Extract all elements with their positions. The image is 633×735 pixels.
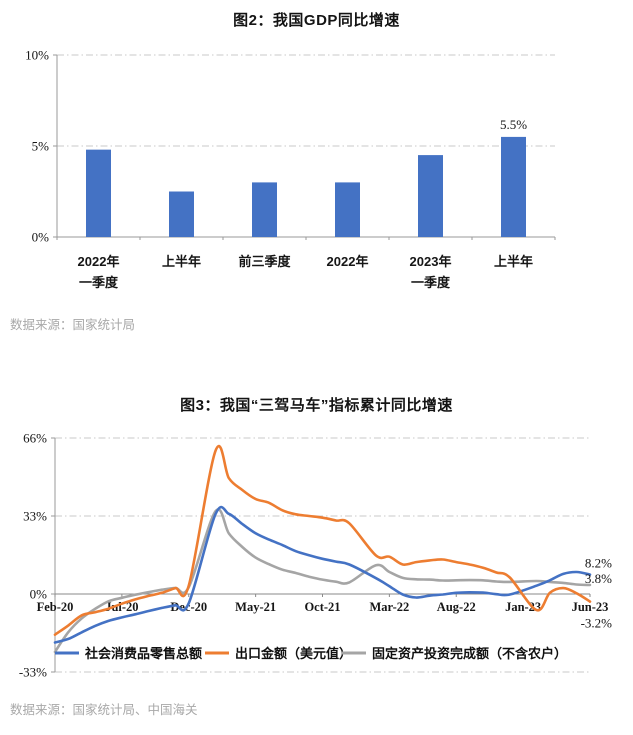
legend-label: 社会消费品零售总额 (84, 646, 202, 661)
gdp-bar (335, 182, 360, 237)
figure2-source: 数据来源：国家统计局 (10, 318, 136, 332)
line-xtick-label: Jun-23 (572, 600, 609, 614)
line-ytick-label: 66% (23, 431, 47, 446)
line-xtick-label: Oct-21 (304, 600, 340, 614)
bar-category-label: 上半年 (494, 254, 533, 269)
line-ytick-label: 0% (30, 587, 48, 602)
series-line-1 (53, 444, 592, 636)
line-ytick-label: 33% (23, 509, 47, 524)
line-xtick-label: Feb-20 (37, 600, 74, 614)
legend-label: 固定资产投资完成额（不含农户） (372, 646, 567, 661)
figure2-title: 图2：我国GDP同比增速 (233, 12, 400, 29)
bar-category-label: 一季度 (411, 275, 451, 290)
line-xtick-label: Jan-23 (505, 600, 541, 614)
bar-category-label: 前三季度 (238, 254, 291, 269)
bar-value-label: 5.5% (500, 117, 527, 132)
series-end-label: 8.2% (585, 556, 612, 571)
line-xtick-label: May-21 (235, 600, 276, 614)
bar-ytick-label: 5% (32, 139, 50, 154)
bar-category-label: 2022年 (327, 254, 369, 269)
gdp-bar (169, 191, 194, 237)
line-xtick-label: Aug-22 (437, 600, 476, 614)
bar-category-label: 2022年 (78, 254, 120, 269)
legend-label: 出口金额（美元值） (235, 646, 352, 661)
series-end-label: -3.2% (581, 616, 613, 631)
line-xtick-label: Dec-20 (170, 600, 207, 614)
figure3-source: 数据来源：国家统计局、中国海关 (10, 703, 198, 717)
line-ytick-label: -33% (19, 665, 47, 680)
series-line-0 (53, 505, 592, 644)
series-line-2 (53, 508, 592, 654)
gdp-bar (501, 136, 526, 237)
series-end-label: 3.8% (585, 571, 612, 586)
bar-category-label: 一季度 (79, 275, 119, 290)
bar-ytick-label: 10% (25, 48, 49, 63)
line-xtick-label: Jul-20 (105, 600, 138, 614)
bar-category-label: 2023年 (410, 254, 452, 269)
bar-category-label: 上半年 (162, 254, 201, 269)
gdp-bar (418, 155, 443, 237)
line-xtick-label: Mar-22 (369, 600, 409, 614)
gdp-bar (252, 182, 277, 237)
troika-line-chart: 66% 33% 0% -33% Feb-20 Jul-20 Dec-20 May-21 Oct-… (19, 431, 613, 680)
gdp-bar (86, 149, 111, 237)
figure3-title: 图3：我国“三驾马车”指标累计同比增速 (180, 397, 453, 414)
bar-ytick-label: 0% (32, 230, 50, 245)
